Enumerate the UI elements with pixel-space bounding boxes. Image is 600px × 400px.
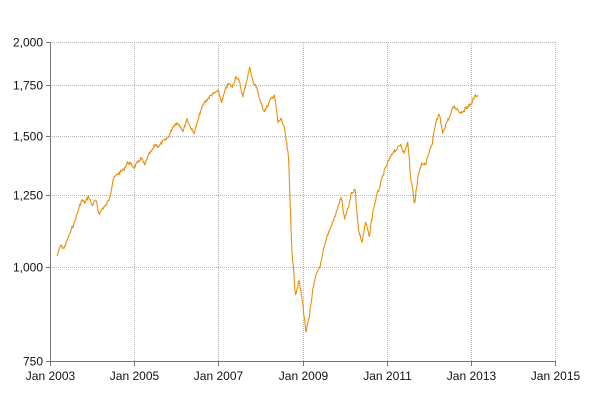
x-tick-label: Jan 2005 <box>110 369 160 383</box>
x-tick-label: Jan 2015 <box>531 369 581 383</box>
series-line-0 <box>56 66 479 333</box>
y-tick-labels: 750 1,000 1,250 1,500 1,750 2,000 <box>13 36 43 369</box>
y-tick-label: 2,000 <box>13 36 43 50</box>
x-tick-label: Jan 2011 <box>363 369 412 383</box>
grid-lines <box>50 42 556 362</box>
x-tick-label: Jan 2013 <box>447 369 497 383</box>
x-tick-labels: Jan 2003 Jan 2005 Jan 2007 Jan 2009 Jan 2011… <box>26 369 581 383</box>
y-tick-label: 1,000 <box>13 261 43 275</box>
axes <box>46 42 556 366</box>
series-layer <box>56 66 479 333</box>
y-tick-label: 1,750 <box>13 79 43 93</box>
y-tick-label: 1,250 <box>13 189 43 203</box>
x-tick-label: Jan 2007 <box>194 369 244 383</box>
y-tick-label: 750 <box>23 355 43 369</box>
y-tick-label: 1,500 <box>13 130 43 144</box>
x-tick-label: Jan 2003 <box>26 369 76 383</box>
x-tick-label: Jan 2009 <box>279 369 329 383</box>
